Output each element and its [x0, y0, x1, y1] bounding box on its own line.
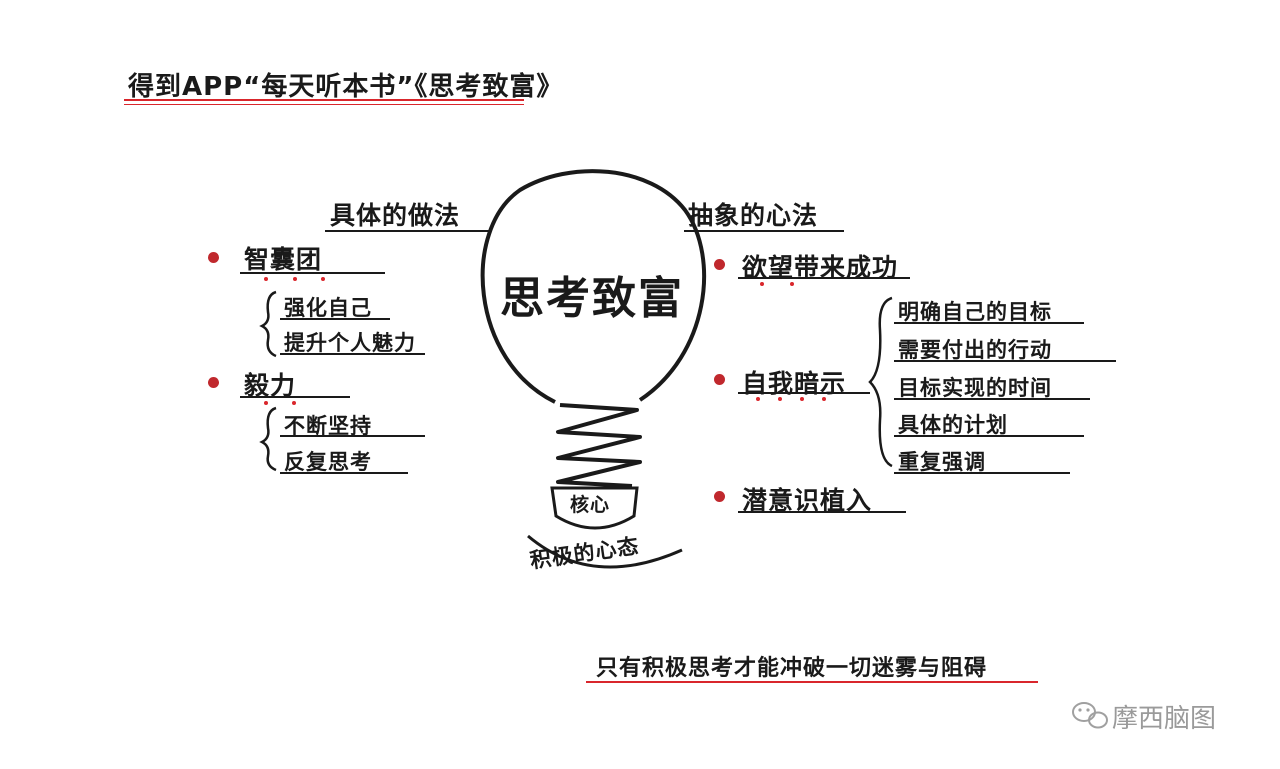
emphasis-dot	[756, 397, 760, 401]
right-sub-item: 明确自己的目标	[898, 300, 1052, 324]
emphasis-dot	[822, 397, 826, 401]
bulb-outline	[480, 169, 707, 404]
left-sub-item: 提升个人魅力	[284, 331, 416, 355]
right-sub-item: 需要付出的行动	[898, 338, 1052, 362]
sub-underline	[894, 435, 1084, 437]
left-item-label: 智囊团	[244, 245, 323, 274]
left-item-label: 毅力	[244, 371, 297, 400]
title-underline-2	[124, 104, 524, 105]
item-underline	[738, 511, 906, 513]
page-title: 得到APP“每天听本书”《思考致富》	[128, 72, 564, 102]
bullet	[714, 491, 725, 502]
left-sub-item: 强化自己	[284, 296, 372, 320]
sub-underline	[280, 472, 408, 474]
bracket-left-2	[259, 406, 277, 472]
sub-underline	[894, 398, 1090, 400]
emphasis-dot	[790, 282, 794, 286]
sub-underline	[894, 360, 1116, 362]
bullet	[208, 377, 219, 388]
item-underline	[240, 272, 385, 274]
bulb-spring	[556, 403, 642, 488]
right-sub-item: 目标实现的时间	[898, 376, 1052, 400]
emphasis-dot	[778, 397, 782, 401]
sub-underline	[894, 322, 1084, 324]
right-item-label: 潜意识植入	[742, 486, 873, 515]
emphasis-dot	[292, 401, 296, 405]
bullet	[208, 252, 219, 263]
emphasis-dot	[800, 397, 804, 401]
left-sub-item: 不断坚持	[284, 414, 372, 438]
bulb-title: 思考致富	[500, 273, 684, 324]
emphasis-dot	[760, 282, 764, 286]
sub-underline	[894, 472, 1070, 474]
item-underline	[738, 277, 910, 279]
right-heading-underline	[684, 230, 844, 232]
item-underline	[738, 392, 870, 394]
watermark-brand: 摩西脑图	[1112, 704, 1217, 734]
left-heading-underline	[325, 230, 490, 232]
bullet	[714, 374, 725, 385]
wechat-icon	[1072, 702, 1108, 729]
left-sub-item: 反复思考	[284, 450, 372, 474]
sub-underline	[280, 435, 425, 437]
sub-underline	[280, 353, 425, 355]
emphasis-dot	[321, 277, 325, 281]
bracket-left-1	[259, 290, 277, 358]
right-heading: 抽象的心法	[688, 201, 819, 230]
emphasis-dot	[264, 401, 268, 405]
right-item-label: 自我暗示	[742, 369, 847, 398]
emphasis-dot	[293, 277, 297, 281]
emphasis-dot	[264, 277, 268, 281]
item-underline	[240, 396, 350, 398]
title-underline	[124, 99, 524, 101]
bulb-base	[550, 486, 639, 530]
left-heading: 具体的做法	[330, 201, 461, 230]
sub-underline	[280, 318, 390, 320]
right-sub-item: 具体的计划	[898, 413, 1008, 437]
base-arc-line	[527, 534, 683, 569]
bullet	[714, 259, 725, 270]
bracket-right	[868, 296, 893, 468]
core-label: 核心	[570, 494, 611, 516]
conclusion-underline	[586, 681, 1038, 683]
conclusion-text: 只有积极思考才能冲破一切迷雾与阻碍	[596, 656, 988, 681]
right-sub-item: 重复强调	[898, 450, 986, 474]
